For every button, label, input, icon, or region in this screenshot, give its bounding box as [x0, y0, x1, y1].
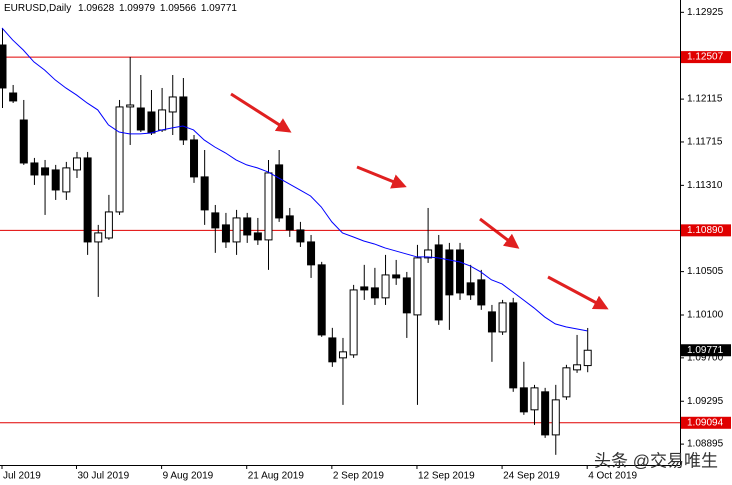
candle-body — [402, 277, 411, 314]
candle-body — [19, 119, 28, 164]
candle-body — [583, 349, 592, 367]
candle-body — [147, 111, 156, 134]
candle-body — [392, 274, 401, 279]
candle-body — [83, 157, 92, 243]
candle-body — [221, 224, 230, 243]
price-label-box — [681, 224, 731, 237]
candle-body — [434, 244, 443, 321]
price-label-box — [681, 416, 731, 429]
candle-body — [115, 106, 124, 213]
price-label: 1.09094 — [687, 417, 724, 428]
arrow — [230, 92, 292, 133]
candle-body — [211, 212, 220, 229]
y-tick-label: 1.10505 — [687, 266, 724, 277]
candle-body — [328, 337, 337, 363]
candle-body — [562, 367, 571, 398]
candle-body — [370, 287, 379, 299]
moving-average — [1, 27, 588, 332]
candle-body — [253, 232, 262, 241]
y-tick-label: 1.12925 — [687, 7, 724, 18]
candle-body — [9, 92, 18, 102]
x-tick-label: 30 Jul 2019 — [77, 471, 129, 482]
candle-body — [424, 249, 433, 259]
candle-body — [487, 311, 496, 333]
candle-body — [360, 286, 369, 291]
y-tick-label: 1.09295 — [687, 396, 724, 407]
candle-body — [104, 211, 113, 239]
candle-body — [190, 139, 199, 178]
x-tick-label: 2 Sep 2019 — [333, 471, 385, 482]
candle-body — [307, 241, 316, 266]
candle-body — [72, 157, 81, 171]
y-tick-label: 1.12115 — [687, 94, 723, 105]
x-tick-label: 9 Aug 2019 — [163, 471, 214, 482]
candle-body — [30, 162, 39, 176]
ohlc-low: 1.09566 — [160, 3, 197, 14]
price-label: 1.12507 — [687, 52, 724, 63]
watermark: 头条 @交易唯生 — [594, 451, 718, 470]
candle-body — [296, 229, 305, 243]
candle-body — [519, 387, 528, 413]
candle-body — [541, 391, 550, 436]
candle-body — [466, 282, 475, 296]
candle-body — [445, 249, 454, 296]
candle-body — [498, 302, 507, 333]
candle-body — [381, 274, 390, 299]
candle-body — [243, 217, 252, 236]
candle-body — [349, 289, 358, 356]
candle-body — [338, 351, 347, 359]
current-price-label: 1.09771 — [687, 345, 724, 356]
candle-body — [179, 96, 188, 141]
current-price-box — [681, 344, 731, 357]
x-tick-label: 4 Oct 2019 — [588, 471, 637, 482]
candle-body — [200, 176, 209, 211]
symbol: EURUSD,Daily — [4, 3, 71, 14]
candle-body — [94, 232, 103, 243]
arrow — [479, 217, 520, 249]
chart-title: EURUSD,Daily 1.09628 1.09979 1.09566 1.0… — [4, 3, 237, 14]
y-tick-label: 1.08895 — [687, 439, 724, 450]
candle-body — [62, 167, 71, 193]
price-label: 1.10890 — [687, 225, 724, 236]
candle-body — [51, 169, 60, 191]
candle-body — [477, 279, 486, 306]
y-tick-label: 1.09700 — [687, 352, 724, 363]
x-tick-label: 24 Sep 2019 — [503, 471, 560, 482]
ohlc-open: 1.09628 — [78, 3, 115, 14]
x-tick-label: 21 Aug 2019 — [248, 471, 305, 482]
ohlc-high: 1.09979 — [119, 3, 156, 14]
y-tick-label: 1.10100 — [687, 310, 724, 321]
candle-body — [158, 109, 167, 131]
price-label-box — [681, 51, 731, 64]
candle-body — [509, 302, 518, 389]
arrow — [547, 275, 609, 310]
candle-body — [573, 364, 582, 371]
candle-body — [285, 215, 294, 231]
ohlc-close: 1.09771 — [201, 3, 238, 14]
candle-body — [413, 257, 422, 316]
candle-body — [530, 387, 539, 411]
candle-body — [136, 107, 145, 131]
arrows — [230, 92, 609, 310]
candle-body — [456, 249, 465, 294]
candle-body — [317, 264, 326, 336]
candle-body — [275, 164, 284, 219]
candle-body — [264, 172, 273, 241]
y-tick-label: 1.11715 — [687, 137, 723, 148]
y-tick-label: 1.11310 — [687, 180, 723, 191]
candle-body — [0, 44, 7, 89]
candle-body — [168, 96, 177, 113]
x-tick-label: Jul 2019 — [3, 471, 41, 482]
arrow — [356, 165, 407, 189]
candle-body — [551, 399, 560, 436]
x-tick-label: 12 Sep 2019 — [418, 471, 475, 482]
candle-body — [126, 104, 135, 108]
candle-body — [41, 167, 50, 176]
candle-body — [232, 217, 241, 243]
